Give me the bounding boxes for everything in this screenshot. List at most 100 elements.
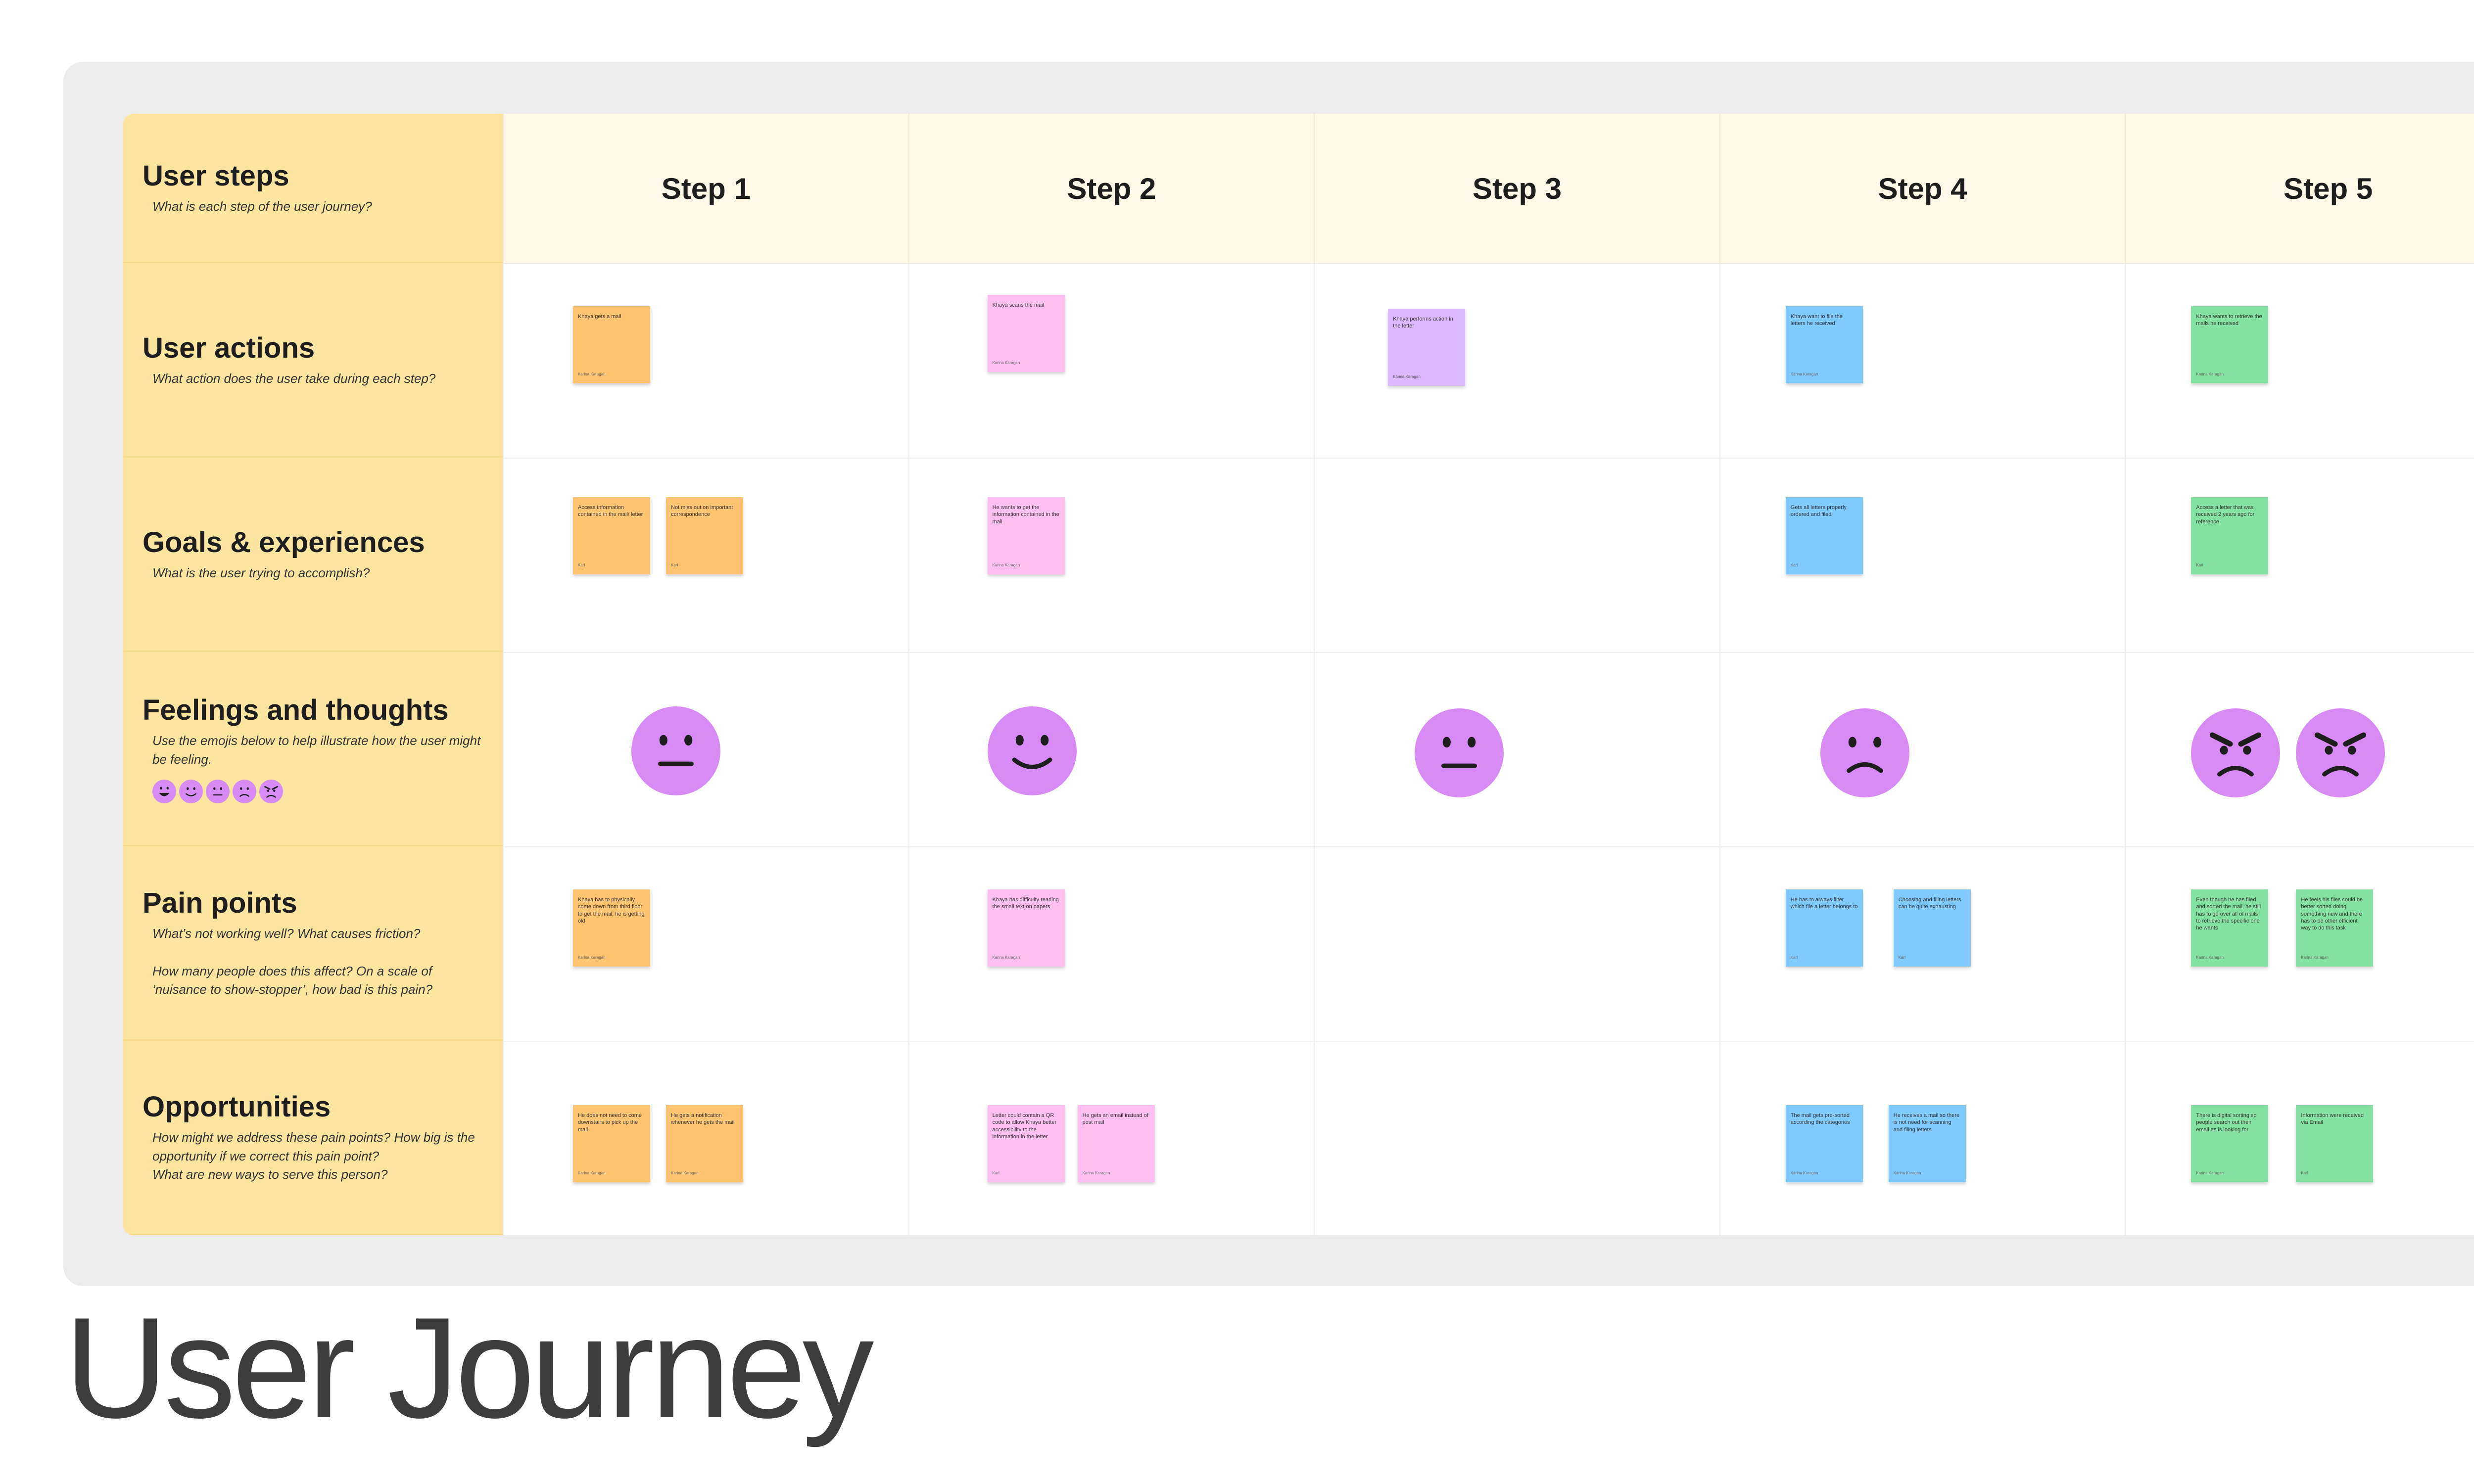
sticky-author: Karina Karagan xyxy=(1790,1171,1818,1175)
sticky-text: He receives a mail so there is not need … xyxy=(1893,1113,1960,1133)
row-title: User steps xyxy=(143,160,289,192)
row-title: Pain points xyxy=(143,887,297,920)
sticky-note[interactable]: He has to always filter which file a let… xyxy=(1785,889,1863,967)
cell-goals-step-4: Gets all letters properly ordered and fi… xyxy=(1719,458,2125,652)
sticky-note[interactable]: Khaya want to file the letters he receiv… xyxy=(1785,306,1863,383)
step-label: Step 5 xyxy=(2284,172,2373,205)
cell-actions-step-1: Khaya gets a mail Karina Karagan xyxy=(503,263,908,458)
row-title: Feelings and thoughts xyxy=(143,694,449,726)
neutral-face-icon[interactable] xyxy=(1415,708,1504,797)
cell-goals-step-1: Access information contained in the mail… xyxy=(503,458,908,652)
row-title: Goals & experiences xyxy=(143,526,425,558)
sticky-text: He wants to get the information containe… xyxy=(992,505,1059,525)
sticky-author: Karina Karagan xyxy=(578,372,606,376)
step-label: Step 1 xyxy=(661,172,751,205)
step-header-3: Step 3 xyxy=(1314,114,1719,263)
grinning-face-icon[interactable] xyxy=(152,780,176,804)
sticky-text: Gets all letters properly ordered and fi… xyxy=(1790,505,1847,518)
sticky-note[interactable]: Letter could contain a QR code to allow … xyxy=(987,1105,1065,1182)
sticky-note[interactable]: Khaya scans the mail Karina Karagan xyxy=(987,295,1065,372)
row-head-pain-points: Pain points What’s not working well? Wha… xyxy=(123,846,503,1041)
sticky-author: Karl xyxy=(1790,563,1798,567)
cell-goals-step-2: He wants to get the information containe… xyxy=(908,458,1314,652)
step-header-5: Step 5 xyxy=(2125,114,2474,263)
cell-opportunities-step-2: Letter could contain a QR code to allow … xyxy=(908,1041,1314,1235)
sticky-text: Letter could contain a QR code to allow … xyxy=(992,1113,1057,1140)
sticky-author: Karl xyxy=(2196,563,2203,567)
sticky-note[interactable]: He does not need to come downstairs to p… xyxy=(573,1105,650,1182)
sticky-author: Karina Karagan xyxy=(578,955,606,960)
sticky-note[interactable]: He gets an email instead of post mail Ka… xyxy=(1077,1105,1155,1182)
neutral-face-icon[interactable] xyxy=(206,780,230,804)
sticky-note[interactable]: He receives a mail so there is not need … xyxy=(1888,1105,1966,1182)
step-header-2: Step 2 xyxy=(908,114,1314,263)
row-description: What’s not working well? What causes fri… xyxy=(152,926,433,997)
sticky-note[interactable]: Khaya has difficulty reading the small t… xyxy=(987,889,1065,967)
sticky-note[interactable]: Choosing and filing letters can be quite… xyxy=(1893,889,1971,967)
sticky-note[interactable]: Information were received via Email Karl xyxy=(2296,1105,2374,1182)
sticky-text: Khaya performs action in the letter xyxy=(1393,316,1453,329)
angry-face-icon[interactable] xyxy=(259,780,283,804)
sticky-author: Karina Karagan xyxy=(2301,955,2329,960)
sticky-text: He gets a notification whenever he gets … xyxy=(671,1113,735,1126)
sticky-note[interactable]: He gets a notification whenever he gets … xyxy=(666,1105,743,1182)
cell-feelings-step-4 xyxy=(1719,652,2125,846)
sticky-note[interactable]: He feels his files could be better sorte… xyxy=(2296,889,2374,967)
journey-board: User steps What is each step of the user… xyxy=(123,114,2474,1235)
step-label: Step 2 xyxy=(1067,172,1156,205)
sticky-note[interactable]: Access information contained in the mail… xyxy=(573,497,650,574)
frowning-face-icon[interactable] xyxy=(233,780,256,804)
cell-opportunities-step-3 xyxy=(1314,1041,1719,1235)
cell-pain-step-5: Even though he has filed and sorted the … xyxy=(2125,846,2474,1041)
frowning-face-icon[interactable] xyxy=(1820,708,1909,797)
sticky-note[interactable]: Khaya gets a mail Karina Karagan xyxy=(573,306,650,383)
sticky-note[interactable]: Khaya performs action in the letter Kari… xyxy=(1388,309,1466,386)
cell-opportunities-step-5: There is digital sorting so people searc… xyxy=(2125,1041,2474,1235)
row-description: What is the user trying to accomplish? xyxy=(152,565,370,580)
sticky-author: Karina Karagan xyxy=(2196,1171,2224,1175)
angry-face-icon[interactable] xyxy=(2296,708,2385,797)
sticky-text: Khaya want to file the letters he receiv… xyxy=(1790,314,1843,327)
smiling-face-icon[interactable] xyxy=(987,706,1077,795)
sticky-text: Khaya has to physically come down from t… xyxy=(578,897,645,924)
smiling-face-icon[interactable] xyxy=(179,780,203,804)
sticky-author: Karl xyxy=(2301,1171,2308,1175)
sticky-note[interactable]: There is digital sorting so people searc… xyxy=(2191,1105,2269,1182)
cell-goals-step-5: Access a letter that was received 2 year… xyxy=(2125,458,2474,652)
cell-feelings-step-3 xyxy=(1314,652,1719,846)
sticky-note[interactable]: He wants to get the information containe… xyxy=(987,497,1065,574)
page-title: User Journey xyxy=(64,1288,874,1448)
sticky-text: Access a letter that was received 2 year… xyxy=(2196,505,2255,525)
sticky-author: Karina Karagan xyxy=(1893,1171,1921,1175)
row-head-opportunities: Opportunities How might we address these… xyxy=(123,1041,503,1235)
sticky-text: Khaya gets a mail xyxy=(578,314,621,320)
sticky-note[interactable]: Access a letter that was received 2 year… xyxy=(2191,497,2269,574)
neutral-face-icon[interactable] xyxy=(631,706,720,795)
sticky-text: Information were received via Email xyxy=(2301,1113,2364,1126)
row-head-feelings: Feelings and thoughts Use the emojis bel… xyxy=(123,652,503,846)
step-label: Step 3 xyxy=(1472,172,1562,205)
sticky-note[interactable]: Khaya wants to retrieve the mails he rec… xyxy=(2191,306,2269,383)
sticky-text: Even though he has filed and sorted the … xyxy=(2196,897,2261,931)
sticky-note[interactable]: Khaya has to physically come down from t… xyxy=(573,889,650,967)
cell-actions-step-5: Khaya wants to retrieve the mails he rec… xyxy=(2125,263,2474,458)
sticky-note[interactable]: Not miss out on important correspondence… xyxy=(666,497,743,574)
cell-pain-step-2: Khaya has difficulty reading the small t… xyxy=(908,846,1314,1041)
step-label: Step 4 xyxy=(1878,172,1967,205)
sticky-author: Karina Karagan xyxy=(1790,372,1818,376)
sticky-note[interactable]: The mail gets pre-sorted according the c… xyxy=(1785,1105,1863,1182)
row-description: How might we address these pain points? … xyxy=(152,1129,475,1182)
sticky-text: Khaya wants to retrieve the mails he rec… xyxy=(2196,314,2262,327)
sticky-author: Karl xyxy=(578,563,585,567)
cell-goals-step-3 xyxy=(1314,458,1719,652)
emoji-palette xyxy=(143,780,483,804)
angry-face-icon[interactable] xyxy=(2191,708,2281,797)
cell-opportunities-step-4: The mail gets pre-sorted according the c… xyxy=(1719,1041,2125,1235)
sticky-author: Karl xyxy=(1790,955,1798,960)
step-header-4: Step 4 xyxy=(1719,114,2125,263)
sticky-author: Karina Karagan xyxy=(992,563,1020,567)
sticky-note[interactable]: Even though he has filed and sorted the … xyxy=(2191,889,2269,967)
sticky-text: He has to always filter which file a let… xyxy=(1790,897,1858,910)
sticky-text: Choosing and filing letters can be quite… xyxy=(1898,897,1961,910)
sticky-note[interactable]: Gets all letters properly ordered and fi… xyxy=(1785,497,1863,574)
